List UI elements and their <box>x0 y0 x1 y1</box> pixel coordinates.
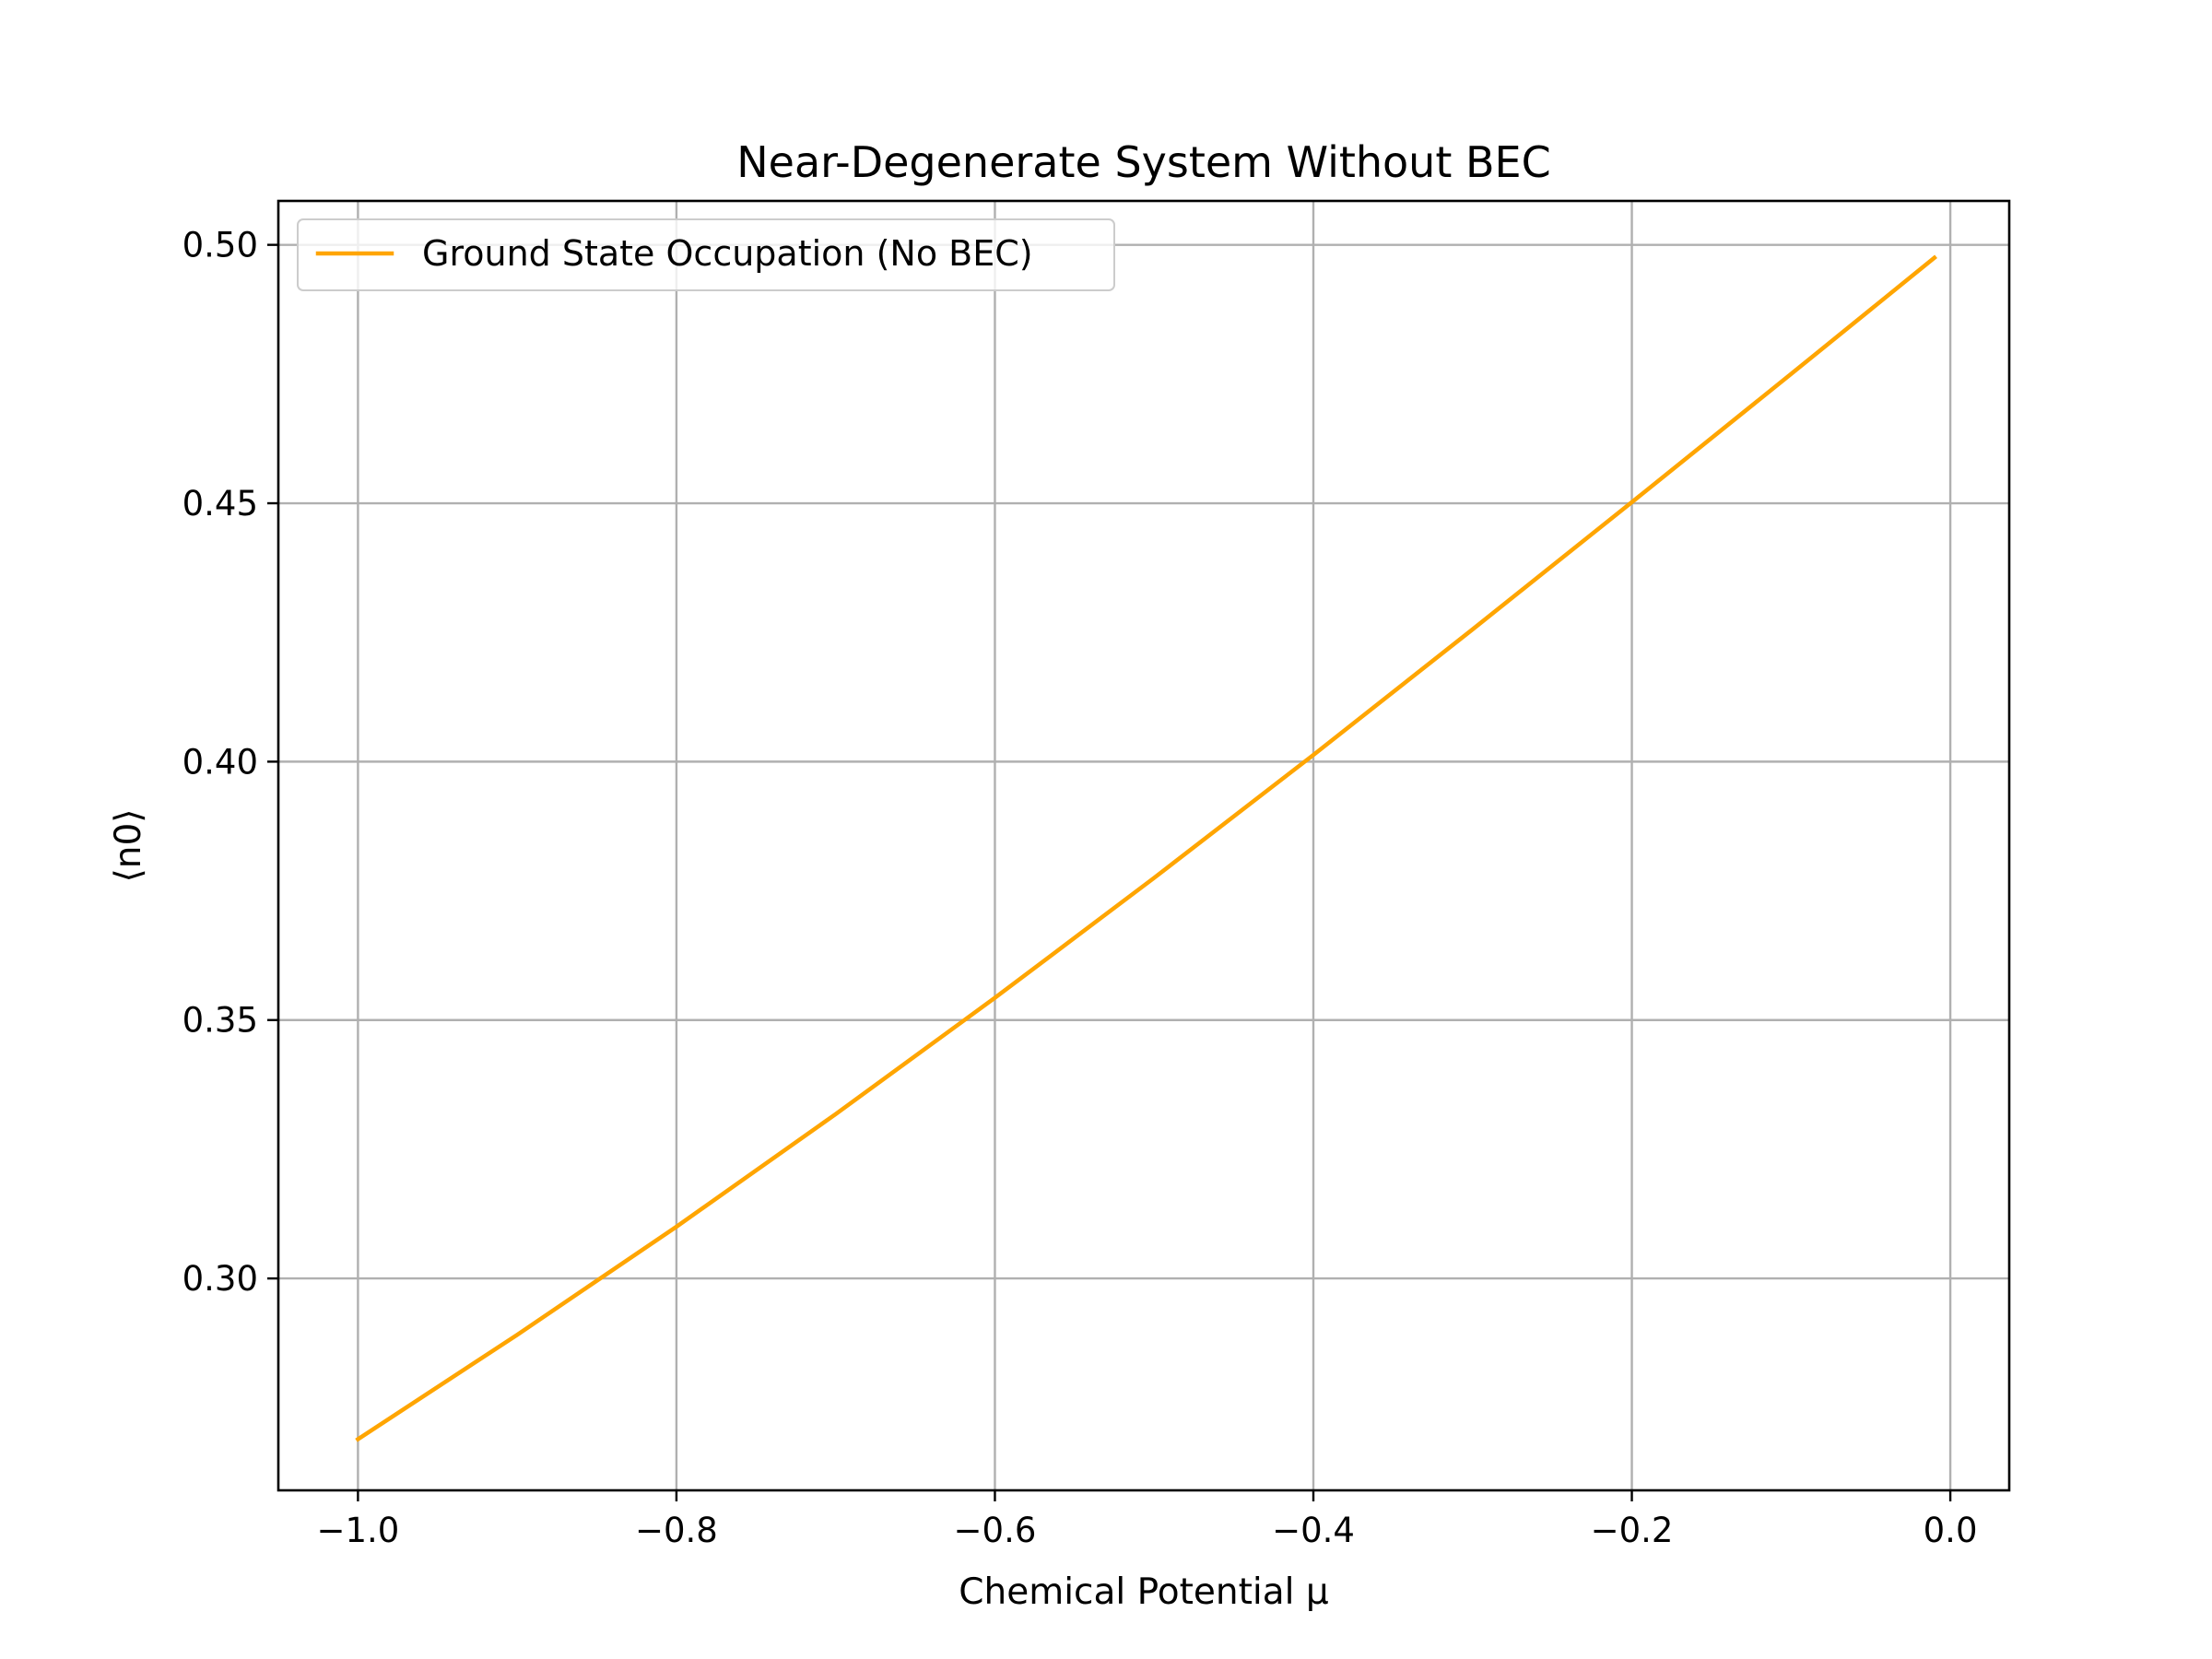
grid <box>278 201 2009 1490</box>
series-layer <box>355 254 1937 1442</box>
x-tick-label: −1.0 <box>316 1511 399 1550</box>
y-tick-label: 0.35 <box>182 1001 258 1041</box>
y-tick-label: 0.50 <box>182 226 258 265</box>
y-axis-label: ⟨n0⟩ <box>108 809 149 883</box>
x-tick-label: −0.4 <box>1272 1511 1355 1550</box>
series-line-ground-state-occupation <box>355 254 1937 1442</box>
x-tick-label: −0.6 <box>954 1511 1037 1550</box>
axes-frame <box>276 199 2011 1492</box>
legend: Ground State Occupation (No BEC) <box>297 218 1115 291</box>
ticks: −1.0 −0.8 −0.6 −0.4 −0.2 0.0 0.30 0.35 0.40 0.45 0… <box>182 226 1978 1550</box>
legend-box <box>297 218 1115 291</box>
chart-title: Near-Degenerate System Without BEC <box>736 137 1551 187</box>
y-tick-label: 0.40 <box>182 742 258 782</box>
y-tick-label: 0.30 <box>182 1259 258 1299</box>
x-tick-label: −0.2 <box>1591 1511 1674 1550</box>
x-tick-label: −0.8 <box>635 1511 718 1550</box>
y-tick-label: 0.45 <box>182 484 258 524</box>
x-axis-label: Chemical Potential μ <box>959 1571 1328 1613</box>
legend-entry-label: Ground State Occupation (No BEC) <box>422 233 1033 274</box>
x-tick-label: 0.0 <box>1924 1511 1978 1550</box>
